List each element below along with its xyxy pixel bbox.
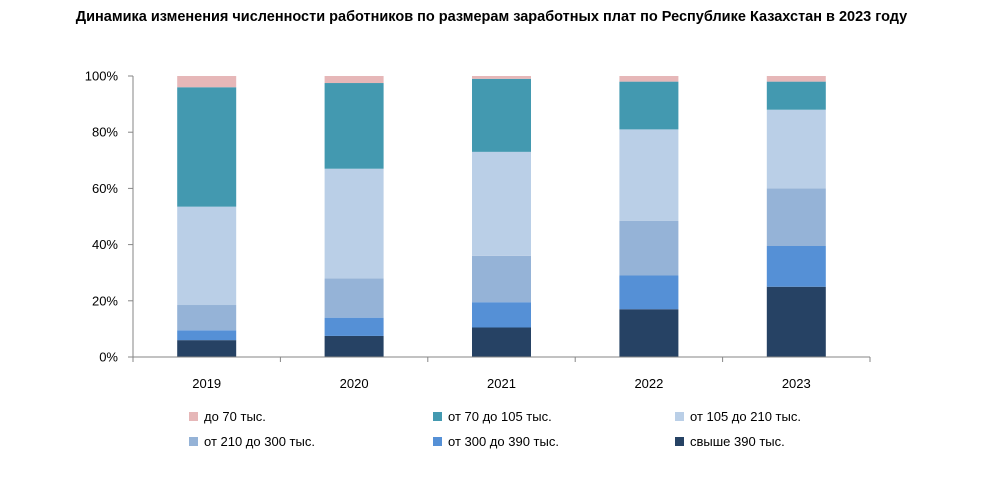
bar-segment	[324, 278, 384, 318]
bar-segment	[766, 188, 826, 246]
bar-segment	[472, 327, 531, 357]
y-tick-label: 80%	[92, 125, 118, 140]
chart-title: Динамика изменения численности работнико…	[75, 9, 908, 25]
bar-segment	[324, 335, 384, 357]
bar-segment	[619, 220, 679, 276]
bar-segment	[472, 76, 531, 79]
bar-segment	[619, 275, 679, 310]
bar-segment	[177, 305, 237, 331]
bar-segment	[766, 76, 826, 82]
x-tick-label: 2023	[782, 376, 811, 391]
bar-segment	[177, 87, 237, 207]
x-tick-label: 2019	[192, 376, 221, 391]
y-tick-label: 100%	[85, 69, 119, 84]
bar-segment	[619, 309, 679, 357]
y-tick-label: 40%	[92, 237, 118, 252]
bar-segment	[472, 302, 531, 328]
bar-segment	[766, 109, 826, 189]
bar-segment	[472, 151, 531, 256]
bar-segment	[324, 317, 384, 336]
y-tick-label: 60%	[92, 181, 118, 196]
bar-segment	[766, 246, 826, 287]
bar-segment	[472, 78, 531, 152]
bar-segment	[177, 330, 237, 341]
bar-segment	[324, 76, 384, 84]
y-tick-label: 0%	[99, 350, 118, 365]
x-tick-label: 2021	[487, 376, 516, 391]
bar-segment	[177, 76, 237, 88]
x-tick-label: 2022	[634, 376, 663, 391]
bar-segment	[324, 83, 384, 169]
bar-segment	[619, 81, 679, 130]
bar-segment	[766, 81, 826, 110]
bar-segment	[472, 255, 531, 303]
bar-segment	[177, 340, 237, 357]
y-tick-label: 20%	[92, 293, 118, 308]
bar-segment	[177, 206, 237, 306]
bar-segment	[766, 286, 826, 357]
x-tick-label: 2020	[340, 376, 369, 391]
bar-segment	[324, 168, 384, 279]
bar-segment	[619, 129, 679, 221]
bar-segment	[619, 76, 679, 82]
